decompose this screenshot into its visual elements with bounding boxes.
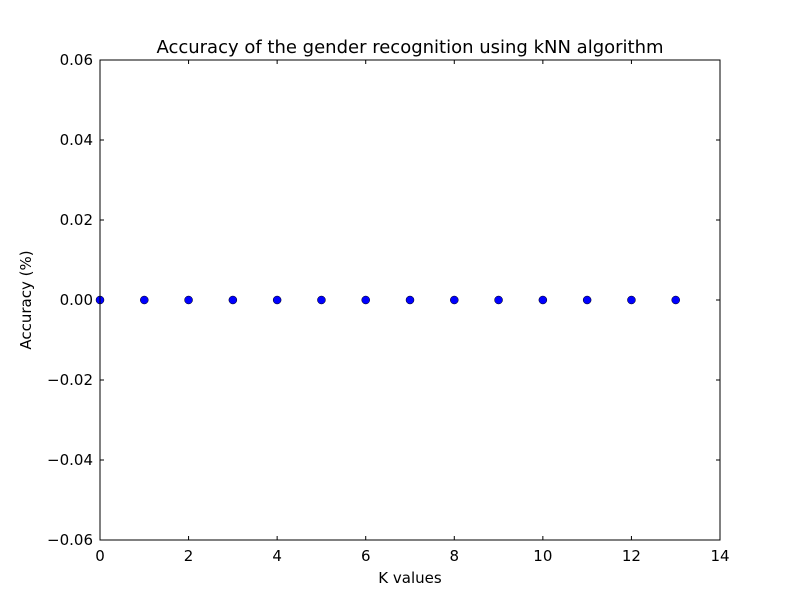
data-point [272, 295, 282, 305]
data-point [228, 295, 238, 305]
y-tick-label: 0.04 [60, 131, 93, 149]
data-point [140, 295, 149, 305]
ticks-layer: 0 2 4 6 8 10 12 14 −0.06 −0.04 −0.02 0.00 0.02 0.04 0.… [47, 51, 730, 565]
y-tick-label: −0.06 [47, 531, 93, 549]
x-axis-label: K values [378, 569, 442, 587]
x-tick-label: 12 [622, 547, 641, 565]
data-point [361, 295, 370, 305]
y-tick-label: −0.04 [47, 451, 93, 469]
y-axis-label: Accuracy (%) [17, 250, 35, 349]
y-tick-label: 0.00 [60, 291, 93, 309]
data-point [317, 295, 326, 305]
x-tick-label: 2 [184, 547, 194, 565]
y-tick-label: 0.06 [60, 51, 93, 69]
data-point [671, 295, 680, 305]
data-point [538, 295, 548, 305]
points-layer [95, 295, 680, 305]
y-tick-label: −0.02 [47, 371, 93, 389]
x-tick-label: 10 [533, 547, 552, 565]
data-point [627, 295, 636, 305]
y-tick-label: 0.02 [60, 211, 93, 229]
data-point [582, 295, 592, 305]
x-tick-label: 4 [272, 547, 282, 565]
plot-frame [99, 59, 721, 541]
x-tick-label: 8 [450, 547, 460, 565]
data-point [494, 295, 503, 305]
x-tick-label: 14 [710, 547, 729, 565]
data-point [184, 295, 193, 305]
x-tick-label: 0 [95, 547, 105, 565]
chart-title: Accuracy of the gender recognition using… [156, 37, 663, 58]
data-point [450, 295, 459, 305]
x-tick-label: 6 [361, 547, 371, 565]
data-point [405, 295, 415, 305]
